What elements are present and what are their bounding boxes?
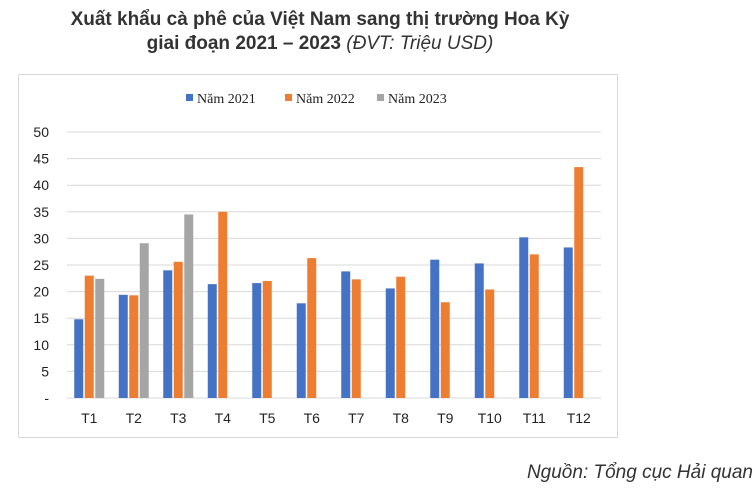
x-tick-label-T8: T8 <box>393 410 410 426</box>
y-tick-label-50: 50 <box>33 124 49 140</box>
chart-unit: (ĐVT: Triệu USD) <box>346 33 494 54</box>
y-tick-label-30: 30 <box>33 230 49 246</box>
bar-T11-series-2 <box>529 254 539 398</box>
x-tick-label-T2: T2 <box>126 410 143 426</box>
chart-area: - 5 10 15 20 25 30 35 40 45 50 T1 T2 T3 T4 T5 T6 T7 T8 T9 T1… <box>18 74 618 438</box>
bar-T12-series-2 <box>574 167 584 398</box>
x-tick-label-T4: T4 <box>215 410 232 426</box>
bar-T4-series-2 <box>218 211 228 398</box>
y-tick-label-25: 25 <box>33 257 49 273</box>
y-tick-label-45: 45 <box>33 151 49 167</box>
y-tick-label-40: 40 <box>33 177 49 193</box>
bar-T10-series-2 <box>485 289 495 398</box>
x-tick-label-T7: T7 <box>348 410 365 426</box>
bar-chart: - 5 10 15 20 25 30 35 40 45 50 T1 T2 T3 T4 T5 T6 T7 T8 T9 T1… <box>33 92 601 426</box>
y-tick-label-0: - <box>44 390 49 406</box>
y-tick-label-20: 20 <box>33 284 49 300</box>
legend-label-2: Năm 2022 <box>296 92 355 107</box>
legend-swatch-3 <box>377 94 384 101</box>
y-tick-label-35: 35 <box>33 204 49 220</box>
chart-title-line1: Xuất khẩu cà phê của Việt Nam sang thị t… <box>70 9 570 30</box>
x-tick-label-T6: T6 <box>304 410 321 426</box>
legend-swatch-2 <box>285 94 292 101</box>
bar-T7-series-1 <box>341 271 351 398</box>
bar-T8-series-1 <box>385 288 395 398</box>
x-tick-label-T5: T5 <box>259 410 276 426</box>
bar-T1-series-1 <box>74 319 84 398</box>
bar-T4-series-1 <box>207 284 217 398</box>
bar-T3-series-2 <box>173 261 183 398</box>
source-note: Nguồn: Tổng cục Hải quan <box>526 462 753 483</box>
bar-T6-series-2 <box>307 258 317 398</box>
bar-T5-series-2 <box>262 280 272 398</box>
bar-T11-series-1 <box>519 237 529 398</box>
bar-T8-series-2 <box>396 276 406 398</box>
x-tick-label-T9: T9 <box>437 410 454 426</box>
bar-T1-series-2 <box>84 275 94 398</box>
x-tick-label-T1: T1 <box>81 410 98 426</box>
legend-swatch-1 <box>186 94 193 101</box>
legend-label-1: Năm 2021 <box>197 92 256 107</box>
bar-T5-series-1 <box>252 283 262 398</box>
bar-T12-series-1 <box>563 247 573 398</box>
bar-T2-series-1 <box>118 294 128 398</box>
legend-label-3: Năm 2023 <box>388 92 447 107</box>
y-tick-label-10: 10 <box>33 337 49 353</box>
bar-T9-series-1 <box>430 259 440 398</box>
bar-T9-series-2 <box>440 302 450 398</box>
bar-T3-series-3 <box>184 214 194 398</box>
chart-title-period: giai đoạn 2021 – 2023 <box>146 33 341 54</box>
bar-T7-series-2 <box>351 279 361 398</box>
x-tick-label-T3: T3 <box>170 410 187 426</box>
chart-title-line2: giai đoạn 2021 – 2023 (ĐVT: Triệu USD) <box>0 32 640 56</box>
x-tick-label-T10: T10 <box>478 410 502 426</box>
bar-T2-series-3 <box>139 243 149 398</box>
x-tick-label-T11: T11 <box>523 410 546 426</box>
x-tick-label-T12: T12 <box>567 410 591 426</box>
bar-T6-series-1 <box>296 303 306 398</box>
bar-T10-series-1 <box>474 263 484 398</box>
y-tick-label-15: 15 <box>33 310 49 326</box>
bar-T2-series-2 <box>129 295 139 398</box>
bar-T3-series-1 <box>163 270 173 398</box>
chart-title: Xuất khẩu cà phê của Việt Nam sang thị t… <box>0 8 640 56</box>
bar-T1-series-3 <box>95 278 105 398</box>
y-tick-label-5: 5 <box>41 363 49 379</box>
